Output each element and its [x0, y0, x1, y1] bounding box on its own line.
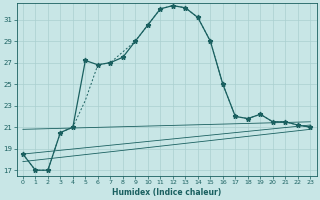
X-axis label: Humidex (Indice chaleur): Humidex (Indice chaleur): [112, 188, 221, 197]
